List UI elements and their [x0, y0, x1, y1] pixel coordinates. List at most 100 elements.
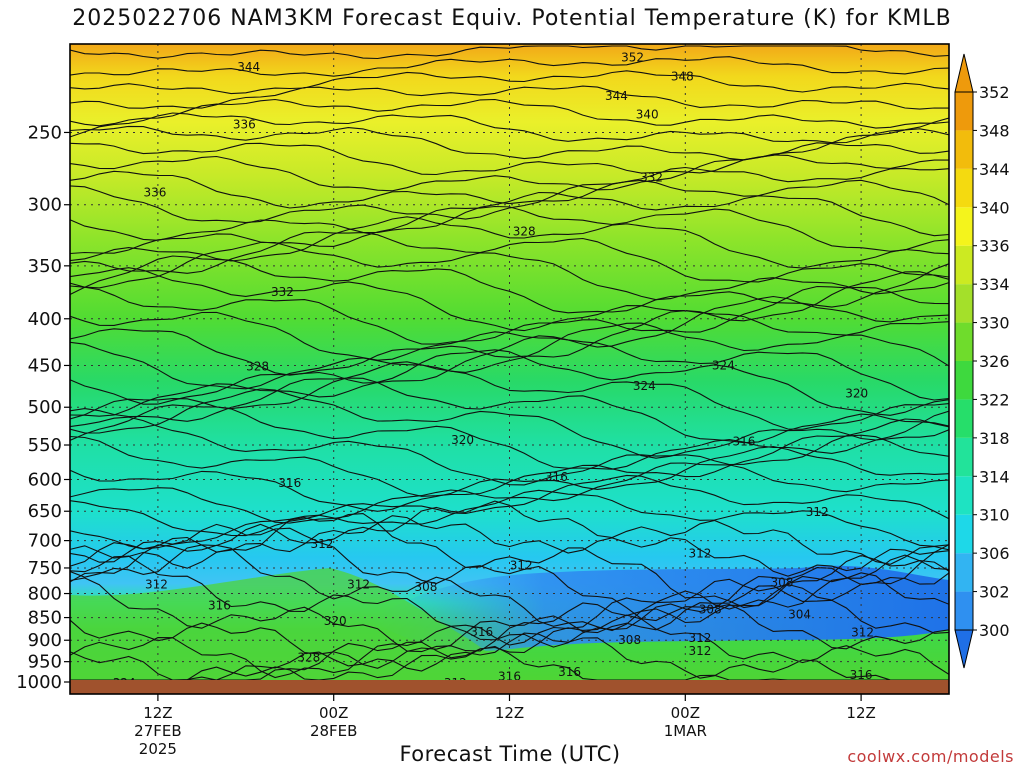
- colorbar-label-302: 302: [979, 583, 1010, 602]
- contour-label-32: 312: [688, 631, 711, 645]
- colorbar-segment-314: [955, 437, 973, 477]
- xtick-label-6-1: 27FEB: [134, 722, 181, 740]
- contour-label-16: 316: [278, 476, 301, 490]
- contour-label-12: 324: [633, 379, 656, 393]
- contour-label-27: 304: [788, 607, 811, 621]
- contour-label-35: 328: [297, 650, 320, 664]
- contour-label-6: 332: [640, 170, 663, 184]
- contour-line: [70, 603, 949, 679]
- contour-line: [70, 166, 949, 209]
- contour-line: [70, 267, 949, 332]
- contour-line: [70, 349, 949, 417]
- contour-label-25: 308: [415, 580, 438, 594]
- xtick-label-18-0: 00Z: [319, 704, 348, 722]
- contour-label-24: 312: [347, 578, 370, 592]
- contour-line: [70, 241, 949, 301]
- contour-line: [70, 295, 949, 361]
- colorbar-label-326: 326: [979, 352, 1010, 371]
- xtick-label-18-1: 28FEB: [310, 722, 357, 740]
- contour-line: [70, 70, 949, 95]
- contour-label-3: 344: [605, 89, 628, 103]
- colorbar-label-344: 344: [979, 160, 1010, 179]
- contour-label-17: 316: [545, 470, 568, 484]
- chart-title: 2025022706 NAM3KM Forecast Equiv. Potent…: [72, 6, 952, 31]
- contour-label-10: 328: [246, 359, 269, 373]
- xtick-label-54-0: 12Z: [846, 704, 875, 722]
- ytick-label-350: 350: [28, 256, 62, 277]
- warm-lowlevel-region: [70, 568, 540, 690]
- xtick-label-30-0: 12Z: [495, 704, 524, 722]
- contour-line: [70, 179, 949, 224]
- ytick-label-400: 400: [28, 309, 62, 330]
- colorbar-segment-310: [955, 476, 973, 515]
- contour-label-34: 312: [688, 644, 711, 658]
- colorbar-bottom-arrow: [954, 629, 974, 669]
- xtick-label-42-1: 1MAR: [664, 722, 707, 740]
- contour-line: [70, 416, 949, 486]
- contour-label-33: 308: [618, 633, 641, 647]
- contour-line: [70, 404, 949, 470]
- contour-label-2: 348: [671, 69, 694, 83]
- contour-label-15: 316: [732, 434, 755, 448]
- xtick-label-6-0: 12Z: [143, 704, 172, 722]
- colorbar-segment-300: [955, 591, 973, 630]
- colorbar-label-340: 340: [979, 198, 1010, 217]
- ytick-label-800: 800: [28, 584, 62, 605]
- contour-label-8: 328: [513, 225, 536, 239]
- xtick-label-42-0: 00Z: [671, 704, 700, 722]
- y-axis: 2503003504004505005506006507007508008509…: [16, 122, 70, 693]
- colorbar-segment-306: [955, 514, 973, 554]
- ytick-label-750: 750: [28, 558, 62, 579]
- contour-label-38: 316: [850, 668, 873, 682]
- ytick-label-500: 500: [28, 397, 62, 418]
- contour-line: [70, 45, 949, 60]
- colorbar-segment-322: [955, 361, 973, 400]
- contour-line: [70, 388, 949, 459]
- contour-label-1: 352: [621, 51, 644, 65]
- ytick-label-950: 950: [28, 652, 62, 673]
- contour-label-4: 340: [636, 108, 659, 122]
- contour-label-29: 320: [324, 614, 347, 628]
- contour-line: [70, 489, 949, 550]
- contour-label-9: 332: [271, 285, 294, 299]
- colorbar-top-arrow: [954, 53, 974, 93]
- colorbar-segment-330: [955, 284, 973, 323]
- colorbar-label-314: 314: [979, 467, 1010, 486]
- contour-label-5: 336: [233, 117, 256, 131]
- contour-label-7: 336: [144, 186, 167, 200]
- contour-label-21: 312: [510, 558, 533, 572]
- contour-line: [70, 142, 949, 176]
- colorbar-segment-326: [955, 322, 973, 361]
- contour-label-18: 312: [806, 505, 829, 519]
- colorbar-segment-348: [955, 92, 973, 131]
- contour-line: [70, 500, 949, 565]
- credit-text: coolwx.com/models: [847, 747, 1014, 766]
- colorbar-segment-336: [955, 207, 973, 246]
- contour-label-30: 316: [470, 625, 493, 639]
- contour-line: [70, 191, 949, 241]
- ytick-label-300: 300: [28, 195, 62, 216]
- colorbar-label-348: 348: [979, 121, 1010, 140]
- colorbar: 300 302 306 310 314 318 322 326 330 334 336 340 344 3…: [954, 53, 1010, 669]
- ytick-label-650: 650: [28, 501, 62, 522]
- ground-surface: [70, 680, 949, 694]
- contour-label-26: 316: [208, 599, 231, 613]
- contour-line: [70, 85, 949, 110]
- contour-label-31: 312: [851, 626, 874, 640]
- colorbar-label-334: 334: [979, 275, 1010, 294]
- colorbar-segment-302: [955, 553, 973, 592]
- x-axis-label: Forecast Time (UTC): [399, 742, 621, 766]
- colorbar-label-336: 336: [979, 237, 1010, 256]
- contour-line: [70, 572, 949, 653]
- contour-label-20: 312: [688, 546, 711, 560]
- plot-area: 344 352 348 344 340 336 332 336 328 332 328 324 324 3…: [70, 44, 949, 694]
- contour-line: [70, 98, 949, 129]
- contour-line: [70, 310, 949, 376]
- contour-label-37: 316: [498, 669, 521, 683]
- contour-label-23: 312: [145, 578, 168, 592]
- ytick-label-850: 850: [28, 608, 62, 629]
- contour-line: [70, 554, 949, 646]
- xtick-label-6-2: 2025: [139, 740, 177, 758]
- contour-label-22: 308: [771, 575, 794, 589]
- ytick-label-700: 700: [28, 531, 62, 552]
